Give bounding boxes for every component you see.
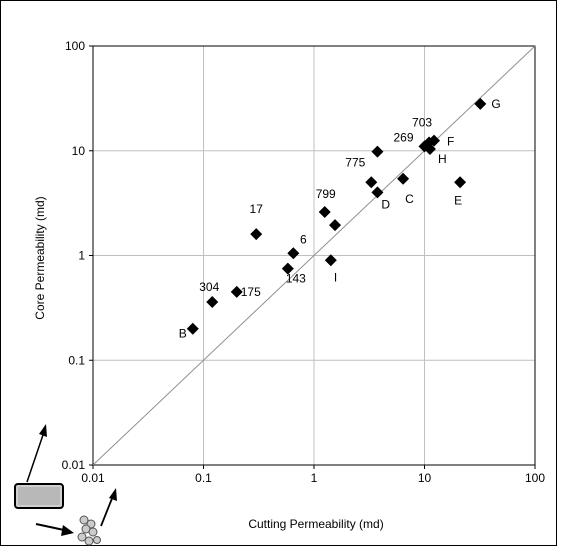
data-point-label: 775 [345, 155, 365, 169]
rock-cuttings-icon [77, 515, 101, 546]
x-tick-label: 0.1 [195, 471, 212, 485]
x-tick-label: 0.01 [81, 471, 105, 485]
data-point-label: I [334, 270, 337, 284]
data-point-marker [371, 145, 384, 158]
data-point-label: 269 [393, 130, 413, 144]
data-points [186, 97, 487, 335]
data-point-label: C [405, 192, 414, 206]
x-tick-label: 10 [418, 471, 432, 485]
data-point-marker [423, 142, 436, 155]
data-point-marker [281, 262, 294, 275]
data-point-marker [371, 186, 384, 199]
y-axis-label: Core Permeability (md) [33, 196, 47, 319]
data-point-label: 143 [286, 272, 306, 286]
data-point-label: 799 [316, 187, 336, 201]
data-point-marker [287, 247, 300, 260]
data-point-marker [206, 295, 219, 308]
y-tick-label: 10 [72, 144, 86, 158]
data-point-label: 703 [412, 115, 432, 129]
x-axis-ticks: 0.01 0.1 1 10 100 [81, 465, 545, 485]
data-point-label: D [381, 197, 390, 211]
data-point-marker [365, 176, 378, 189]
y-axis-ticks: 0.01 0.1 1 10 100 [62, 39, 93, 472]
data-point-label: F [447, 135, 454, 149]
data-point-label: E [454, 193, 462, 207]
one-to-one-line-path [92, 45, 536, 466]
data-point-label: 304 [199, 280, 219, 294]
y-tick-label: 0.1 [68, 353, 85, 367]
arrow-to-core-icon [26, 424, 47, 483]
data-point-label: H [438, 152, 447, 166]
arrow-to-cuttings-icon [35, 523, 74, 536]
core-sample-icon [14, 483, 64, 509]
data-point-label: B [179, 327, 187, 341]
x-tick-label: 1 [311, 471, 318, 485]
y-tick-label: 100 [65, 39, 85, 53]
x-tick-label: 100 [525, 471, 545, 485]
data-point-marker [186, 322, 199, 335]
x-axis-label: Cutting Permeability (md) [248, 517, 383, 531]
data-point-marker [318, 206, 331, 219]
arrow-to-axis-icon [100, 488, 117, 527]
data-point-marker [397, 172, 410, 185]
data-point-marker [329, 219, 342, 232]
data-point-marker [230, 285, 243, 298]
data-point-label: G [491, 97, 500, 111]
data-point-label: 6 [300, 232, 307, 246]
data-point-marker [474, 97, 487, 110]
data-point-label: 17 [250, 202, 264, 216]
data-point-marker [428, 134, 441, 147]
data-point-marker [250, 228, 263, 241]
data-point-marker [324, 254, 337, 267]
data-point-marker [454, 176, 467, 189]
one-to-one-line [92, 45, 536, 466]
data-point-label: 175 [241, 285, 261, 299]
y-tick-label: 1 [78, 249, 85, 263]
y-tick-label: 0.01 [62, 458, 86, 472]
